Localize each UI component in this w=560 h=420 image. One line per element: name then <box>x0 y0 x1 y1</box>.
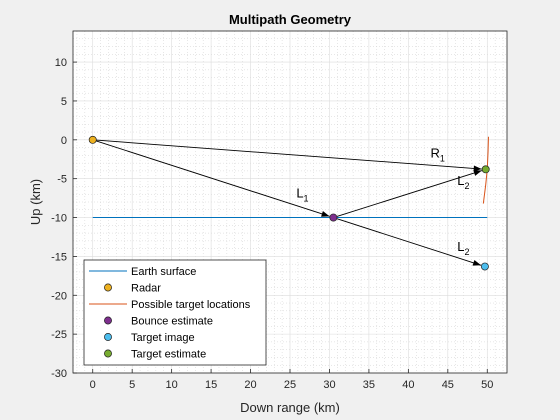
path-label-l2: L2 <box>457 173 469 191</box>
y-tick-label: 10 <box>55 57 67 69</box>
x-tick-label: 30 <box>323 379 335 391</box>
y-tick-label: -25 <box>51 329 67 341</box>
legend-label-possible-target-locations: Possible target locations <box>131 299 251 311</box>
arrowhead-l2-image <box>472 259 482 266</box>
y-tick-label: -10 <box>51 213 67 225</box>
x-tick-label: 5 <box>129 379 135 391</box>
legend-label-target-estimate: Target estimate <box>131 349 206 361</box>
y-tick-label: -30 <box>51 368 67 380</box>
y-tick-label: -15 <box>51 251 67 263</box>
arrowhead-l1 <box>321 211 330 217</box>
y-tick-label: -5 <box>57 174 67 186</box>
arrowhead-l2-direct <box>473 170 482 176</box>
marker-bounce-estimate <box>329 213 338 222</box>
ray-l2-direct <box>333 170 483 218</box>
marker-layer <box>88 135 490 271</box>
legend-box <box>83 259 267 366</box>
legend-swatch-target-image <box>104 333 112 341</box>
x-tick-label: 35 <box>363 379 375 391</box>
x-tick-label: 25 <box>284 379 296 391</box>
x-axis-label: Down range (km) <box>240 400 340 415</box>
annotation-layer: R1 L1 L2 L2 <box>296 146 469 257</box>
ray-r1 <box>92 139 482 170</box>
ray-path-layer <box>92 139 483 266</box>
x-tick-label: 0 <box>90 379 96 391</box>
x-tick-label: 50 <box>481 379 493 391</box>
y-axis-label: Up (km) <box>28 179 43 225</box>
tick-layer: 0 5 10 15 20 25 30 35 40 45 50 -30 -25 -20 -15 -10 -5 0 5 1… <box>51 57 493 391</box>
legend-swatch-target-estimate <box>104 349 112 358</box>
legend-label-target-image: Target image <box>131 332 195 344</box>
x-tick-label: 20 <box>244 379 256 391</box>
ray-l1 <box>92 139 330 217</box>
path-label-l2: L2 <box>457 239 469 257</box>
y-tick-label: 5 <box>61 96 67 108</box>
marker-target-image <box>480 262 489 271</box>
marker-radar <box>88 135 97 144</box>
marker-target-estimate <box>481 165 490 174</box>
ray-l2-image <box>333 217 482 266</box>
y-tick-label: 0 <box>61 135 67 147</box>
y-tick-label: -20 <box>51 290 67 302</box>
x-tick-label: 15 <box>205 379 217 391</box>
x-tick-label: 45 <box>442 379 454 391</box>
legend-swatch-bounce-estimate <box>104 316 112 325</box>
x-tick-label: 10 <box>166 379 178 391</box>
chart-title: Multipath Geometry <box>229 12 352 27</box>
legend-label-earth-surface: Earth surface <box>131 266 196 278</box>
path-label-r1: R1 <box>430 146 444 164</box>
legend: Earth surface Radar Possible target locati… <box>83 259 267 366</box>
arrowhead-r1 <box>473 165 482 172</box>
path-label-l1: L1 <box>296 185 308 203</box>
legend-swatch-radar <box>104 283 112 292</box>
legend-label-bounce-estimate: Bounce estimate <box>131 316 213 328</box>
legend-label-radar: Radar <box>131 283 161 295</box>
x-tick-label: 40 <box>402 379 414 391</box>
